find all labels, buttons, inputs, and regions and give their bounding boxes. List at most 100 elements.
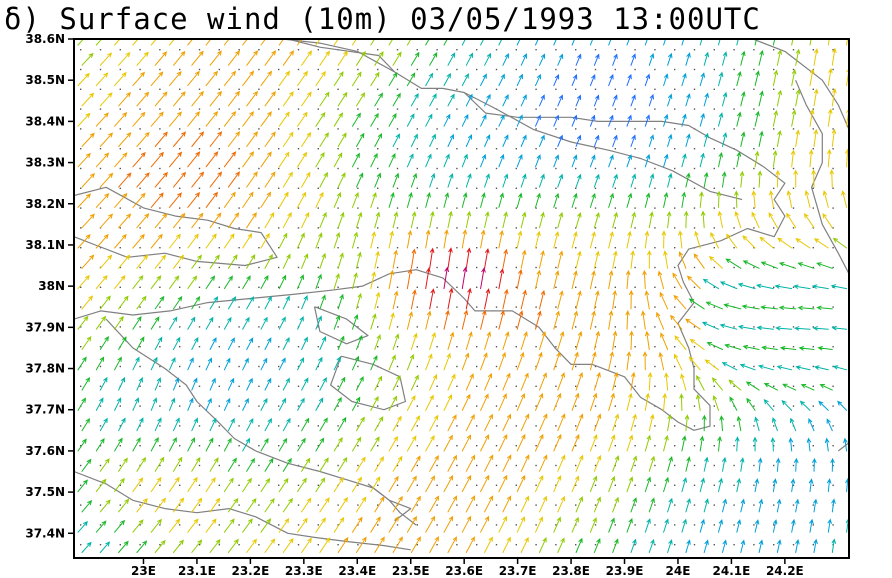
lat-tick-label: 37.8N (25, 362, 65, 376)
wind-arrow (593, 94, 600, 107)
grid-dot (515, 504, 517, 506)
wind-arrow (737, 282, 756, 290)
grid-dot (396, 128, 399, 130)
wind-arrow (246, 377, 253, 391)
wind-arrow (793, 326, 811, 331)
grid-dot (634, 227, 636, 229)
wind-arrow (811, 284, 829, 290)
wind-arrow (410, 172, 418, 188)
wind-arrow (831, 498, 836, 513)
grid-dot (377, 108, 379, 110)
wind-arrow (264, 253, 273, 269)
grid-dot (179, 108, 181, 110)
wind-arrow (739, 363, 756, 371)
wind-arrow (813, 128, 819, 147)
wind-arrow (760, 261, 778, 269)
grid-dot (555, 266, 557, 269)
grid-dot (377, 68, 379, 71)
wind-arrow (539, 94, 545, 107)
wind-arrow (81, 500, 93, 513)
wind-arrow (136, 254, 149, 269)
wind-arrow (315, 152, 325, 168)
wind-arrow (370, 355, 378, 371)
wind-arrow (776, 539, 782, 553)
wind-arrow (337, 496, 348, 513)
wind-arrow (209, 377, 216, 391)
wind-arrow (736, 111, 742, 127)
wind-arrow (699, 112, 705, 127)
wind-arrow (406, 311, 413, 330)
wind-arrow (425, 72, 434, 87)
grid-dot (753, 484, 755, 486)
wind-arrow (706, 342, 723, 350)
grid-dot (337, 207, 339, 209)
wind-arrow (612, 134, 618, 147)
wind-arrow (315, 315, 322, 330)
wind-arrow (722, 539, 727, 553)
grid-dot (317, 445, 319, 447)
wind-arrow (337, 50, 348, 66)
wind-arrow (813, 88, 819, 107)
grid-dot (396, 167, 399, 170)
grid-dot (297, 148, 300, 150)
grid-dot (495, 445, 498, 447)
grid-dot (476, 128, 478, 130)
wind-arrow (333, 436, 343, 452)
grid-dot (218, 326, 220, 328)
wind-arrow (410, 248, 417, 269)
grid-dot (119, 167, 121, 170)
wind-arrow (539, 413, 548, 432)
wind-arrow (99, 254, 113, 269)
wind-arrow (461, 515, 472, 533)
lon-tick-label: 24.2E (766, 564, 804, 578)
grid-dot (575, 405, 577, 407)
wind-arrow (461, 39, 467, 46)
wind-arrow (589, 231, 596, 249)
wind-arrow (612, 455, 620, 472)
wind-arrow (718, 477, 723, 493)
grid-dot (555, 68, 557, 71)
grid-dot (238, 227, 240, 229)
wind-arrow (557, 173, 564, 188)
lon-tick-label: 23E (131, 564, 156, 578)
wind-arrow (223, 151, 237, 168)
grid-dot (693, 266, 696, 269)
wind-arrow (315, 437, 325, 452)
grid-dot (575, 306, 577, 308)
wind-arrow (667, 172, 673, 188)
grid-dot (674, 445, 676, 447)
grid-dot (258, 247, 260, 249)
wind-arrow (728, 379, 742, 391)
wind-arrow (150, 356, 158, 371)
wind-arrow (132, 316, 142, 330)
wind-arrow (740, 457, 745, 472)
wind-arrow (264, 50, 277, 66)
grid-dot (575, 108, 577, 110)
grid-dot (753, 108, 755, 110)
grid-dot (198, 88, 201, 90)
wind-arrow (685, 456, 691, 472)
grid-dot (813, 564, 814, 565)
grid-dot (555, 128, 557, 130)
grid-dot (575, 68, 577, 71)
wind-arrow (681, 435, 687, 452)
wind-arrow (575, 372, 583, 391)
wind-arrow (722, 132, 728, 147)
grid-dot (297, 346, 300, 348)
wind-arrow (769, 190, 774, 208)
grid-dot (832, 49, 834, 51)
wind-arrow (205, 70, 219, 87)
wind-arrow (187, 316, 196, 330)
wind-arrow (187, 111, 201, 127)
grid-dot (80, 227, 82, 229)
grid-dot (139, 544, 141, 546)
grid-dot (693, 227, 696, 229)
grid-dot (674, 266, 676, 269)
grid-dot (258, 49, 260, 51)
wind-arrow (319, 457, 329, 472)
wind-arrow (608, 231, 614, 249)
grid-dot (575, 88, 577, 90)
grid-dot (80, 524, 82, 526)
grid-dot (198, 286, 201, 288)
grid-dot (555, 544, 557, 546)
